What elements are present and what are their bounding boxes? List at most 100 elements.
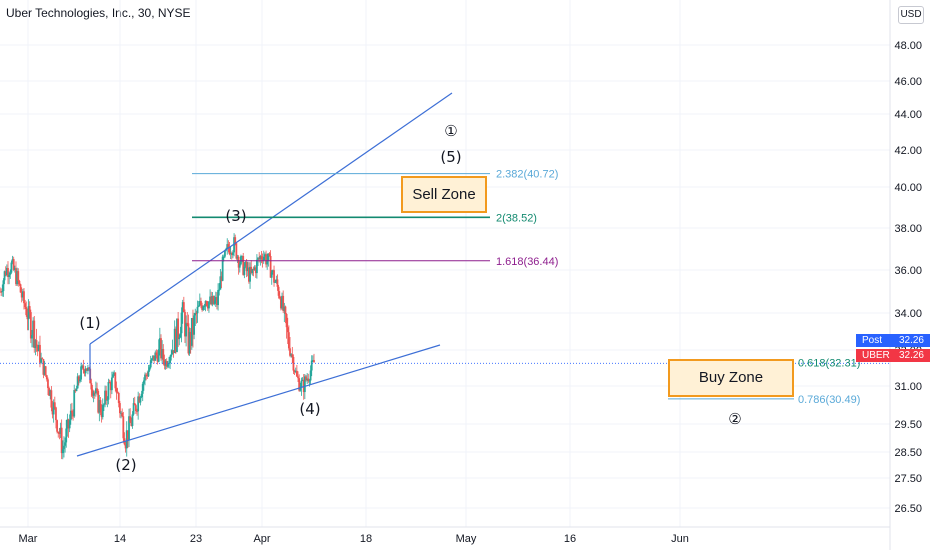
candle bbox=[35, 328, 38, 352]
candle bbox=[32, 317, 35, 348]
candle-body bbox=[149, 360, 152, 368]
candle bbox=[118, 400, 121, 418]
candle-body bbox=[271, 270, 274, 273]
candle-body bbox=[220, 276, 223, 281]
candle-body bbox=[308, 380, 311, 382]
candle-body bbox=[120, 412, 122, 414]
candle-body bbox=[300, 380, 303, 388]
candle bbox=[174, 326, 177, 354]
candle-body bbox=[190, 317, 193, 346]
candle bbox=[31, 329, 33, 348]
candle bbox=[267, 253, 270, 267]
candle bbox=[4, 266, 7, 277]
candle bbox=[147, 364, 150, 377]
candle-body bbox=[105, 390, 108, 400]
candle bbox=[88, 367, 90, 372]
candle-body bbox=[306, 378, 309, 381]
candle-body bbox=[310, 360, 313, 371]
candle-body bbox=[73, 390, 76, 417]
candle bbox=[112, 371, 114, 379]
buy-zone-box[interactable]: Buy Zone bbox=[668, 359, 794, 397]
y-tick-label: 38.00 bbox=[894, 223, 922, 235]
candle bbox=[298, 374, 301, 392]
post-label: Post bbox=[862, 335, 883, 346]
candle-body bbox=[96, 388, 98, 392]
candle-body bbox=[299, 387, 302, 391]
candle bbox=[110, 371, 113, 395]
candle-body bbox=[228, 247, 231, 255]
candle-body bbox=[134, 405, 137, 412]
candle-body bbox=[136, 411, 138, 413]
candle bbox=[134, 404, 137, 414]
candle-body bbox=[11, 259, 14, 263]
candle bbox=[173, 320, 176, 354]
candle-body bbox=[3, 271, 6, 281]
candle-body bbox=[206, 305, 209, 309]
candle bbox=[181, 299, 184, 324]
candle bbox=[283, 302, 286, 323]
candle bbox=[188, 327, 191, 356]
candle-body bbox=[7, 268, 9, 277]
candle bbox=[129, 408, 132, 424]
candle-body bbox=[140, 393, 143, 398]
candle-body bbox=[309, 370, 312, 381]
candle bbox=[107, 378, 110, 405]
currency-button[interactable]: USD bbox=[898, 6, 924, 24]
candle bbox=[57, 431, 60, 438]
candle-body bbox=[122, 416, 125, 439]
candle-body bbox=[129, 416, 132, 423]
candle bbox=[139, 395, 142, 406]
candle-body bbox=[55, 407, 57, 421]
fib-level-label: 0.786(30.49) bbox=[798, 394, 860, 406]
candle bbox=[269, 250, 272, 278]
candle-body bbox=[36, 346, 39, 352]
candle bbox=[291, 346, 294, 364]
candle-body bbox=[48, 388, 50, 396]
candle bbox=[228, 242, 231, 256]
candle-body bbox=[252, 268, 255, 270]
candle bbox=[18, 279, 21, 286]
candle bbox=[27, 299, 30, 331]
sell-zone-box[interactable]: Sell Zone bbox=[401, 176, 487, 213]
candle-body bbox=[68, 420, 71, 429]
candle bbox=[55, 406, 57, 429]
candle-body bbox=[61, 449, 64, 454]
candle bbox=[203, 304, 206, 311]
candle-body bbox=[29, 312, 32, 339]
candle-body bbox=[282, 295, 285, 311]
candle-body bbox=[133, 403, 136, 406]
candle-body bbox=[224, 250, 226, 257]
candle-body bbox=[97, 391, 100, 413]
candle-body bbox=[153, 355, 156, 361]
candle bbox=[217, 283, 219, 311]
candle bbox=[290, 352, 293, 358]
candle-body bbox=[13, 268, 16, 270]
candle bbox=[297, 371, 299, 382]
candle-body bbox=[289, 348, 291, 356]
candle bbox=[49, 389, 52, 400]
upper-trend-line bbox=[89, 92, 453, 345]
post-value: 32.26 bbox=[898, 335, 924, 346]
candle bbox=[202, 305, 205, 312]
candle-body bbox=[267, 253, 270, 261]
candle bbox=[242, 252, 245, 276]
candle-body bbox=[58, 431, 61, 434]
candle-body bbox=[99, 400, 102, 413]
candle bbox=[170, 349, 173, 361]
candle bbox=[226, 238, 229, 255]
candle bbox=[16, 267, 19, 286]
candle bbox=[109, 380, 112, 399]
candle bbox=[144, 372, 146, 386]
candle bbox=[266, 253, 269, 270]
candle bbox=[163, 354, 166, 370]
candle bbox=[278, 291, 281, 300]
candle-body bbox=[179, 333, 182, 338]
candle-body bbox=[212, 296, 215, 304]
candle bbox=[3, 270, 6, 285]
candle-body bbox=[137, 396, 140, 412]
candle-body bbox=[261, 259, 264, 261]
candle bbox=[76, 373, 79, 389]
candle bbox=[13, 265, 16, 273]
candle-body bbox=[77, 376, 80, 382]
